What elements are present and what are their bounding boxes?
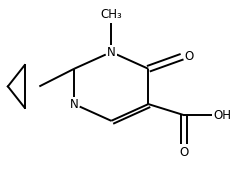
Text: O: O xyxy=(184,50,194,63)
Text: N: N xyxy=(107,45,116,58)
Text: CH₃: CH₃ xyxy=(100,8,122,21)
Text: N: N xyxy=(70,98,79,111)
Text: OH: OH xyxy=(214,109,232,122)
Text: O: O xyxy=(180,146,189,159)
